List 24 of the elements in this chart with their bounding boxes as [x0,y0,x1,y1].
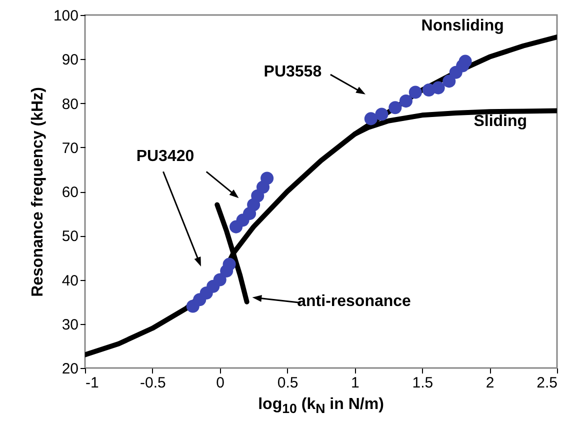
y-tick-label: 30 [62,316,78,334]
x-tick-label: -0.5 [140,374,166,392]
x-tick-label: 0 [216,374,225,392]
x-tick-label: -1 [86,374,99,392]
y-tick-label: 90 [62,52,78,69]
x-tick-label: 1 [351,374,360,392]
y-tick-label: 20 [62,360,78,378]
annotation: PU3558 [264,63,322,80]
x-axis-title: log$_{10}$ (k$_{N}$ in N/m) [258,396,384,416]
annotation: Nonsliding [421,18,504,35]
y-tick-label: 40 [62,272,78,290]
x-tick-label: 1.5 [412,374,434,392]
y-tick-label: 60 [62,184,78,201]
annotation: Sliding [474,112,528,130]
y-tick-label: 80 [62,96,78,113]
y-tick-label: 100 [53,8,78,24]
x-tick-label: 2 [486,374,494,392]
x-tick-label: 2.5 [536,374,558,392]
y-tick-label: 70 [62,140,78,157]
annotation: PU3420 [136,148,194,166]
annotation: anti-resonance [297,292,412,310]
y-axis-title: Resonance frequency (kHz) [29,87,46,297]
x-tick-label: 0.5 [277,374,298,392]
y-tick-label: 50 [62,228,78,246]
